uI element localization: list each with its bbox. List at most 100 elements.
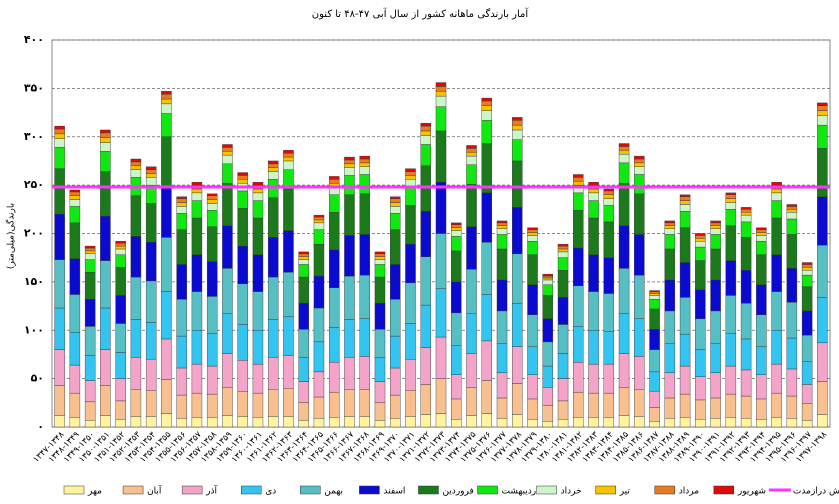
bar-segment (771, 392, 782, 418)
bar-segment (588, 363, 599, 394)
y-tick-label: ۲۰۰ (24, 227, 44, 240)
bar-segment (206, 226, 218, 262)
bar-segment (588, 200, 599, 219)
bar-segment (206, 261, 218, 297)
bar-segment (435, 233, 447, 289)
bar-segment (206, 195, 218, 200)
bar-segment (283, 188, 294, 231)
bar-segment (695, 349, 706, 377)
bar-segment (405, 282, 416, 324)
bar-segment (496, 222, 508, 226)
bar-segment (267, 163, 279, 168)
bar-segment (634, 193, 645, 235)
bar-segment (573, 177, 584, 182)
bar-segment (176, 299, 187, 337)
bar-segment (451, 312, 462, 346)
bar-segment (69, 199, 81, 207)
bar-segment (313, 214, 325, 218)
bar-segment (298, 264, 309, 278)
bar-segment (206, 332, 218, 367)
bar-segment (374, 420, 386, 428)
bar-segment (115, 323, 126, 353)
bar-segment (374, 253, 386, 257)
bar-segment (466, 155, 477, 166)
bar-segment (390, 202, 401, 207)
bar-segment (176, 229, 187, 265)
bar-segment (679, 200, 691, 205)
bar-segment (115, 248, 126, 255)
bar-segment (298, 251, 309, 255)
bar-segment (557, 297, 569, 325)
bar-segment (344, 389, 355, 417)
bar-segment (313, 371, 325, 398)
bar-segment (695, 318, 706, 350)
bar-segment (145, 203, 157, 243)
bar-segment (298, 256, 309, 260)
bar-segment (695, 399, 706, 420)
bar-segment (542, 284, 554, 296)
bar-segment (130, 276, 142, 320)
bar-segment (54, 307, 65, 350)
legend-label: بهمن (324, 487, 343, 497)
bar-segment (145, 280, 157, 323)
bar-segment (374, 329, 386, 358)
bar-segment (359, 174, 370, 195)
bar-segment (756, 398, 767, 420)
bar-segment (756, 235, 767, 242)
bar-segment (100, 385, 111, 416)
bar-segment (603, 417, 615, 428)
bar-segment (84, 245, 96, 249)
bar-segment (634, 174, 645, 195)
legend-label: آبان (147, 485, 162, 497)
bar-segment (390, 367, 401, 396)
bar-segment (740, 270, 752, 304)
bar-segment (649, 299, 660, 310)
bar-segment (69, 189, 81, 193)
bar-segment (222, 154, 233, 165)
bar-segment (618, 146, 630, 151)
bar-segment (69, 331, 81, 366)
bar-segment (100, 260, 111, 309)
bar-segment (390, 264, 401, 300)
bar-segment (283, 150, 294, 154)
bar-segment (69, 417, 81, 428)
bar-segment (527, 241, 538, 255)
bar-segment (466, 145, 477, 149)
bar-segment (527, 374, 538, 400)
bar-segment (328, 327, 340, 363)
bar-segment (466, 226, 477, 270)
bar-segment (344, 275, 355, 320)
bar-segment (725, 260, 737, 296)
bar-segment (664, 228, 676, 235)
bar-segment (466, 148, 477, 153)
bar-segment (420, 256, 431, 306)
bar-segment (161, 91, 172, 95)
bar-segment (512, 120, 523, 126)
bar-segment (679, 211, 691, 228)
bar-segment (161, 291, 172, 340)
bar-segment (801, 267, 813, 271)
bar-segment (649, 308, 660, 330)
bar-segment (222, 353, 233, 388)
bar-segment (679, 262, 691, 298)
bar-segment (313, 222, 325, 230)
bar-segment (100, 151, 111, 172)
bar-segment (481, 192, 492, 243)
bar-segment (176, 264, 187, 300)
bar-segment (252, 363, 264, 394)
bar-segment (237, 416, 248, 428)
bar-segment (634, 158, 645, 164)
bar-segment (420, 304, 431, 348)
bar-segment (191, 192, 203, 201)
bar-segment (451, 281, 462, 314)
bar-segment (115, 242, 126, 247)
bar-segment (359, 234, 370, 276)
y-tick-label: ۳۵۰ (24, 81, 44, 94)
bar-segment (710, 279, 721, 312)
bar-segment (328, 249, 340, 288)
bar-segment (801, 420, 813, 428)
bar-segment (725, 332, 737, 367)
bar-segment (801, 403, 813, 421)
bar-segment (771, 363, 782, 394)
bar-segment (451, 230, 462, 237)
